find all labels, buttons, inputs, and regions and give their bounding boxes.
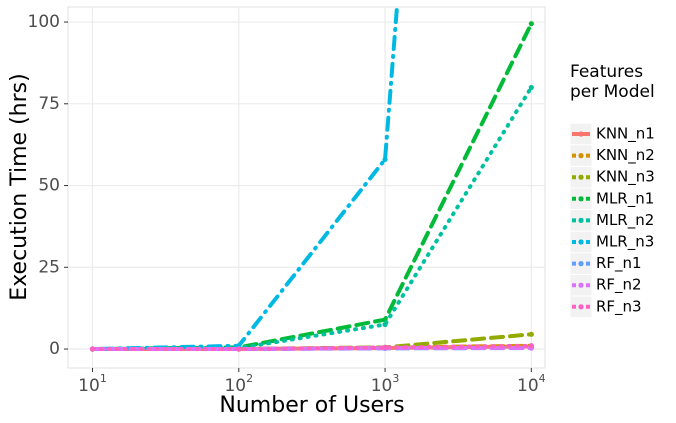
legend-point [578, 153, 584, 159]
series-line [90, 346, 534, 352]
series-line [90, 343, 534, 352]
legend-point [578, 131, 584, 137]
legend-point [578, 174, 584, 180]
panel [67, 6, 546, 369]
legend-point [578, 282, 584, 288]
x-axis-title: Number of Users [219, 393, 404, 418]
x-tick-base: 10 [371, 376, 393, 396]
legend: KNN_n1 KNN_n2 KNN_n3 MLR_n1 MLR_n2 MLR_n3 RF_n… [569, 122, 655, 319]
data-point [382, 321, 388, 328]
x-tick-base: 10 [224, 376, 246, 396]
x-tick-base: 10 [517, 376, 539, 396]
x-tick-label: 102 [224, 372, 253, 396]
x-tick-label: 104 [517, 372, 546, 396]
legend-label: MLR_n3 [596, 233, 654, 252]
legend-label: RF_n2 [596, 276, 642, 295]
x-tick-label: 101 [78, 372, 107, 396]
legend-point [578, 239, 584, 245]
legend-point [578, 217, 584, 223]
x-tick-exponent: 2 [246, 372, 253, 385]
data-point [528, 21, 534, 27]
y-axis-title: Execution Time (hrs) [7, 73, 32, 300]
legend-label: RF_n1 [596, 254, 642, 273]
legend-title: Features per Model [570, 62, 655, 102]
y-tick-label: 75 [38, 94, 60, 114]
x-tick-exponent: 3 [392, 372, 399, 385]
legend-label: KNN_n3 [596, 168, 655, 187]
data-point [528, 343, 534, 349]
legend-point [578, 261, 584, 267]
legend-label: MLR_n1 [596, 189, 654, 208]
legend-label: RF_n3 [596, 297, 642, 316]
x-tick-exponent: 4 [539, 372, 546, 385]
x-tick-base: 10 [78, 376, 100, 396]
legend-point [578, 304, 584, 310]
data-point [236, 346, 242, 352]
legend-point [578, 196, 584, 202]
data-point [89, 346, 96, 352]
legend-label: KNN_n1 [596, 125, 655, 144]
data-point [382, 344, 388, 350]
series-line [90, 21, 534, 352]
legend-label: MLR_n2 [596, 211, 654, 230]
legend-label: KNN_n2 [596, 146, 655, 165]
data-point [382, 156, 388, 162]
y-tick-label: 100 [28, 12, 60, 32]
data-point [528, 84, 534, 91]
data-point [528, 331, 534, 337]
y-tick-label: 25 [38, 257, 60, 277]
x-tick-label: 103 [371, 372, 400, 396]
y-tick-label: 0 [49, 339, 60, 359]
y-tick-label: 50 [38, 176, 60, 196]
x-tick-exponent: 1 [100, 372, 107, 385]
